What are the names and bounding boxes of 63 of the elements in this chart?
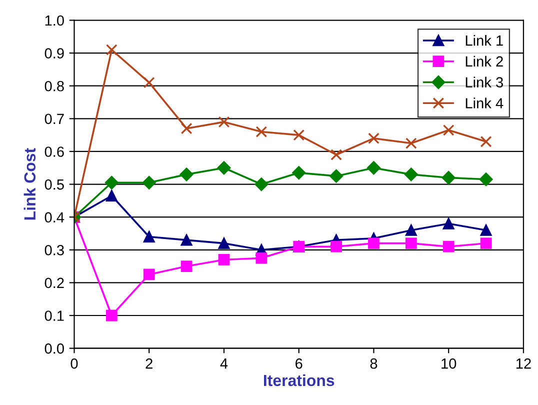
x-axis-title: Iterations bbox=[264, 374, 334, 386]
point bbox=[180, 260, 192, 272]
y-tick-label: 1.0 bbox=[45, 15, 64, 26]
point bbox=[104, 176, 118, 190]
point bbox=[367, 161, 380, 175]
y-axis-title: Link Cost bbox=[24, 148, 36, 220]
point bbox=[106, 44, 118, 56]
point bbox=[442, 218, 454, 230]
legend-label: Link 4 bbox=[466, 98, 504, 108]
point bbox=[218, 116, 230, 128]
point bbox=[480, 224, 492, 236]
point bbox=[143, 76, 155, 88]
y-tick-label: 0.8 bbox=[44, 80, 64, 92]
y-tick-label: 0.1 bbox=[44, 310, 64, 321]
point bbox=[106, 310, 118, 322]
point bbox=[256, 252, 268, 264]
point bbox=[405, 224, 417, 236]
x-tick-label: 10 bbox=[442, 358, 456, 369]
point bbox=[180, 234, 192, 246]
x-tick-label: 2 bbox=[146, 358, 152, 369]
y-tick-label: 0.4 bbox=[44, 212, 64, 223]
point bbox=[143, 268, 155, 280]
y-tick-label: 0.7 bbox=[44, 114, 64, 124]
point bbox=[143, 231, 155, 242]
y-tick-label: 0.6 bbox=[44, 146, 64, 157]
point bbox=[442, 240, 454, 252]
point bbox=[330, 149, 342, 160]
point bbox=[218, 254, 230, 266]
x-tick-label: 8 bbox=[370, 358, 378, 369]
point bbox=[218, 238, 230, 250]
legend-label: Link 2 bbox=[466, 56, 503, 66]
point bbox=[442, 170, 456, 184]
y-tick-label: 0.9 bbox=[44, 48, 64, 58]
y-tick-label: 0.2 bbox=[44, 278, 64, 288]
point bbox=[106, 190, 118, 202]
x-tick-label: 6 bbox=[296, 358, 302, 369]
point bbox=[404, 168, 418, 182]
point bbox=[292, 166, 306, 180]
point bbox=[479, 172, 493, 186]
y-tick-label: 0.0 bbox=[44, 343, 64, 354]
point bbox=[142, 176, 156, 190]
point bbox=[480, 238, 492, 250]
point bbox=[480, 136, 492, 148]
point bbox=[256, 126, 268, 138]
point bbox=[368, 238, 380, 250]
point bbox=[330, 169, 344, 183]
point bbox=[293, 129, 305, 141]
point bbox=[442, 124, 454, 136]
point bbox=[180, 122, 192, 134]
point bbox=[254, 178, 268, 192]
y-tick-label: 0.5 bbox=[44, 179, 64, 190]
point bbox=[217, 161, 231, 175]
point bbox=[405, 238, 417, 250]
x-tick-label: 12 bbox=[516, 358, 531, 369]
point bbox=[180, 168, 194, 182]
y-tick-label: 0.3 bbox=[44, 244, 64, 256]
point bbox=[330, 240, 342, 252]
legend-label: Link 3 bbox=[466, 76, 503, 88]
point bbox=[368, 132, 380, 144]
x-tick-label: 0 bbox=[70, 358, 78, 369]
x-tick-label: 4 bbox=[220, 358, 228, 369]
legend-label: Link 1 bbox=[466, 35, 503, 46]
point bbox=[405, 138, 417, 149]
